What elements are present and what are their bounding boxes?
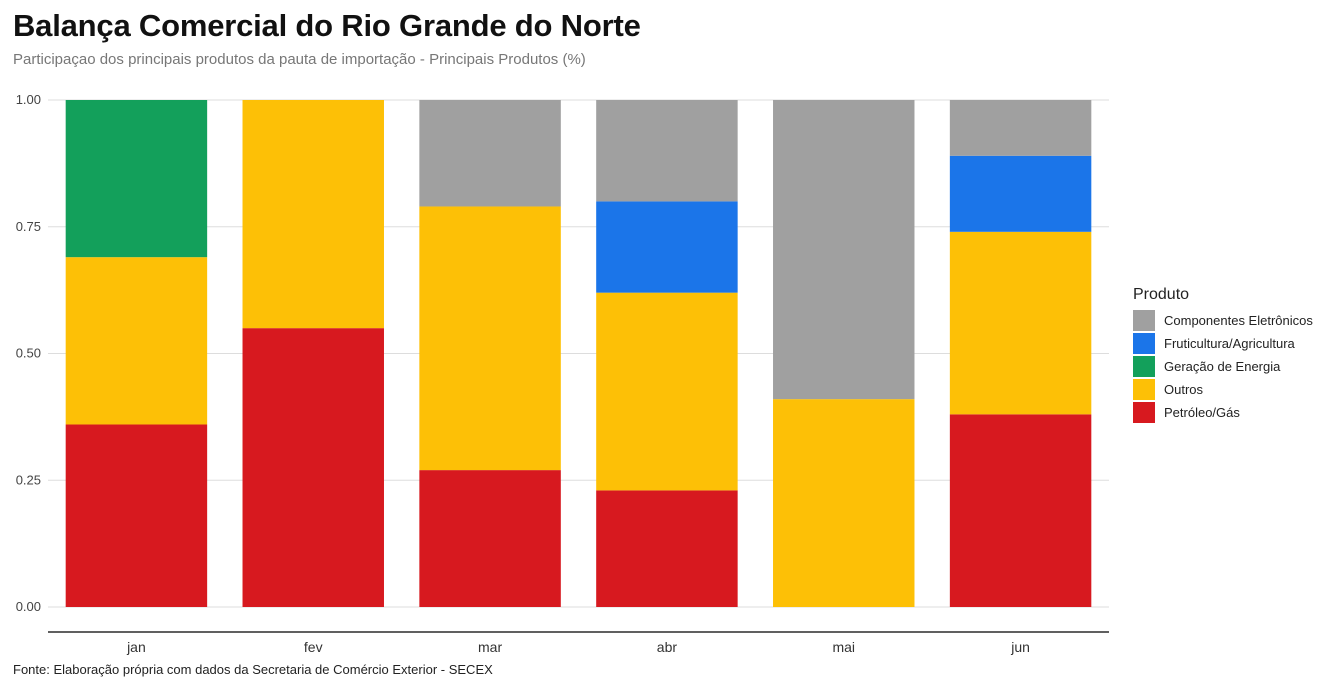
x-tick-label: mai — [832, 639, 855, 655]
bar-segment — [419, 470, 561, 607]
bar-segment — [949, 231, 1092, 415]
bar-segment — [65, 257, 208, 425]
y-tick-label: 0.25 — [16, 472, 41, 487]
legend-label: Petróleo/Gás — [1164, 405, 1240, 420]
bar-segment — [242, 328, 384, 607]
legend-title: Produto — [1133, 286, 1189, 303]
legend-label: Geração de Energia — [1164, 359, 1281, 374]
y-tick-label: 1.00 — [16, 92, 41, 107]
x-tick-label: mar — [478, 639, 502, 655]
legend-label: Fruticultura/Agricultura — [1164, 336, 1296, 351]
chart-subtitle: Participaçao dos principais produtos da … — [13, 51, 586, 68]
bar-segment — [596, 292, 738, 491]
legend-label: Outros — [1164, 382, 1204, 397]
legend-label: Componentes Eletrônicos — [1164, 313, 1313, 328]
y-tick-label: 0.75 — [16, 219, 41, 234]
x-tick-label: jun — [1010, 639, 1030, 655]
legend-swatch — [1133, 356, 1155, 377]
legend-swatch — [1133, 402, 1155, 423]
bar-segment — [949, 155, 1092, 232]
x-tick-label: jan — [126, 639, 146, 655]
x-tick-label: fev — [304, 639, 323, 655]
legend-swatch — [1133, 310, 1155, 331]
bar-segment — [773, 399, 915, 607]
bar-segment — [773, 100, 915, 400]
y-tick-label: 0.00 — [16, 599, 41, 614]
chart-caption: Fonte: Elaboração própria com dados da S… — [13, 662, 493, 677]
bar-segment — [419, 100, 561, 207]
chart-title: Balança Comercial do Rio Grande do Norte — [13, 8, 641, 43]
bar-segment — [65, 424, 208, 607]
x-tick-label: abr — [657, 639, 678, 655]
bar-segment — [596, 100, 738, 202]
bar-segment — [65, 100, 208, 258]
legend-swatch — [1133, 333, 1155, 354]
bar-segment — [242, 100, 384, 329]
bar-segment — [949, 414, 1092, 607]
bar-segment — [596, 201, 738, 293]
bar-segment — [419, 206, 561, 471]
bar-segment — [949, 100, 1092, 156]
legend-swatch — [1133, 379, 1155, 400]
y-tick-label: 0.50 — [16, 346, 41, 361]
bar-segment — [596, 490, 738, 607]
